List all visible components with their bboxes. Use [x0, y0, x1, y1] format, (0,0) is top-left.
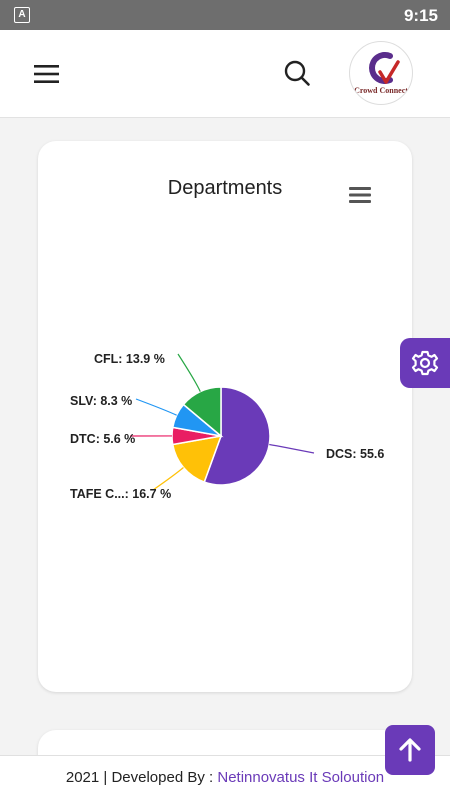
app-notification-icon: A — [14, 7, 30, 23]
status-time: 9:15 — [403, 6, 438, 25]
chart-menu-icon[interactable] — [349, 186, 371, 204]
arrow-up-icon — [399, 738, 421, 762]
logo-mark-icon — [369, 52, 400, 84]
settings-icon — [411, 350, 439, 376]
status-bar: A 9:15 — [0, 0, 450, 30]
pie-label: DCS: 55.6 — [326, 447, 384, 461]
logo-text: Crowd Connect — [354, 86, 408, 95]
scroll-top-button[interactable] — [385, 725, 435, 775]
pie-connector — [269, 443, 315, 454]
departments-pie-chart: DCS: 55.6 TAFE C...: 16.7 % DTC: 5.6 % SLV:… — [70, 352, 384, 501]
footer-prefix: 2021 | Developed By : — [65, 769, 218, 786]
hamburger-icon[interactable] — [34, 63, 60, 85]
departments-card: Departments DCS: 55.6 TAFE C...: 16.7 % DT… — [38, 141, 412, 692]
pie-label: DTC: 5.6 % — [70, 432, 135, 446]
footer-company-link[interactable]: Netinnovatus It Soloution — [217, 769, 385, 786]
pie-slice-dcs[interactable] — [203, 386, 271, 486]
footer: 2021 | Developed By : Netinnovatus It So… — [0, 755, 450, 800]
profile-logo[interactable]: Crowd Connect — [349, 41, 413, 105]
pie-label: SLV: 8.3 % — [70, 394, 132, 408]
search-icon[interactable] — [283, 59, 311, 87]
pie-label: CFL: 13.9 % — [94, 352, 165, 366]
pie-label: TAFE C...: 16.7 % — [70, 487, 171, 501]
pie-connector — [152, 467, 184, 491]
footer-text: 2021 | Developed By : Netinnovatus It So… — [0, 769, 450, 786]
pie-connector — [177, 353, 201, 392]
app-header: Crowd Connect — [0, 30, 450, 118]
pie-connector — [135, 398, 177, 416]
pie-slice-tafe-c[interactable] — [171, 435, 223, 484]
settings-tab[interactable] — [400, 338, 450, 388]
card-title: Departments — [167, 177, 283, 199]
